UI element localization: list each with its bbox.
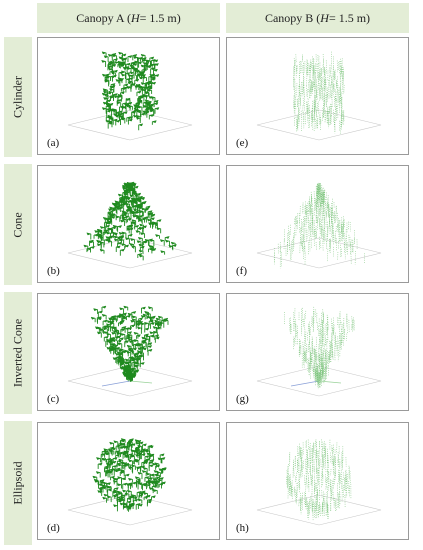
canopy-visualization xyxy=(67,51,193,141)
leaf-cloud xyxy=(101,51,160,131)
leaf-cloud xyxy=(293,51,345,135)
canopy-visualization xyxy=(67,181,193,269)
canopy-visualization xyxy=(67,305,193,397)
panel-label: (a) xyxy=(47,137,60,149)
row-header-inverted-cone: Inverted Cone xyxy=(4,292,32,414)
panel-f-cone: (f) xyxy=(226,165,409,283)
panel-a-cylinder: (a) xyxy=(37,37,220,155)
row-header-ellipsoid: Ellipsoid xyxy=(4,421,32,545)
canopy-visualization xyxy=(256,182,382,269)
panel-h-ellipsoid: (h) xyxy=(226,422,409,540)
leaf-cloud xyxy=(90,305,169,382)
panel-label: (h) xyxy=(236,522,249,534)
ground-grid xyxy=(67,237,193,269)
leaf-cloud xyxy=(83,181,177,261)
ground-grid xyxy=(67,365,193,397)
panel-label: (b) xyxy=(47,265,60,277)
row-header-cone: Cone xyxy=(4,164,32,285)
leaf-cloud xyxy=(286,439,352,521)
canopy-visualization xyxy=(256,51,382,141)
panel-e-cylinder: (e) xyxy=(226,37,409,155)
panel-label: (e) xyxy=(236,137,249,149)
panel-label: (g) xyxy=(236,393,249,405)
canopy-visualization xyxy=(256,306,382,397)
column-header-canopy-a: Canopy A (H = 1.5 m) xyxy=(37,3,220,33)
canopy-visualization xyxy=(256,439,382,526)
canopy-visualization xyxy=(67,438,193,526)
leaf-cloud xyxy=(92,438,167,512)
ground-grid xyxy=(256,109,382,141)
leaf-cloud xyxy=(284,306,355,390)
ground-grid xyxy=(256,365,382,397)
panel-b-cone: (b) xyxy=(37,165,220,283)
panel-label: (f) xyxy=(236,265,247,277)
panel-c-inverted-cone: (c) xyxy=(37,293,220,411)
leaf-cloud xyxy=(273,182,365,269)
column-header-canopy-b: Canopy B (H = 1.5 m) xyxy=(226,3,409,33)
panel-g-inverted-cone: (g) xyxy=(226,293,409,411)
panel-label: (c) xyxy=(47,393,60,405)
panel-label: (d) xyxy=(47,522,60,534)
row-header-cylinder: Cylinder xyxy=(4,37,32,157)
panel-d-ellipsoid: (d) xyxy=(37,422,220,540)
ground-grid xyxy=(67,494,193,526)
ground-grid xyxy=(256,494,382,526)
ground-grid xyxy=(256,237,382,269)
ground-grid xyxy=(67,109,193,141)
